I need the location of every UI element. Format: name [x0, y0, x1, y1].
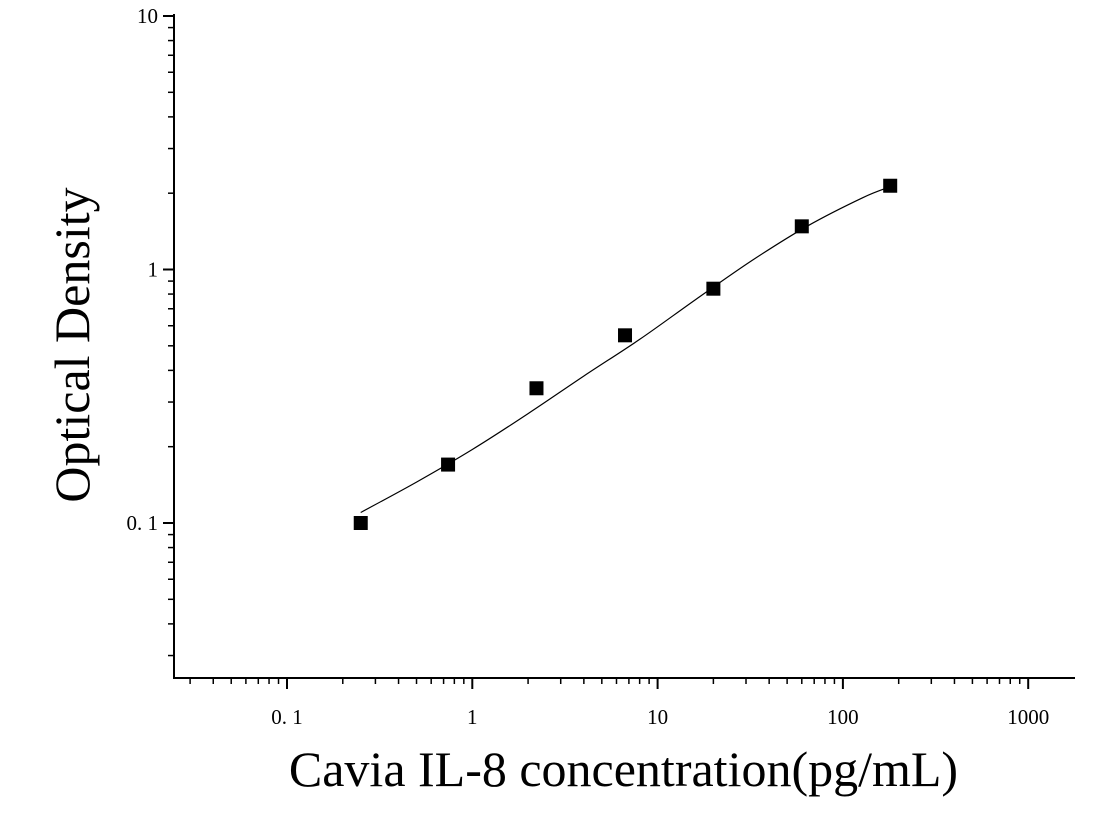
y-tick-label: 1	[148, 258, 159, 282]
x-tick-label: 10	[647, 705, 668, 729]
x-tick-label: 0. 1	[271, 705, 303, 729]
y-tick-label: 0. 1	[127, 511, 159, 535]
data-point	[883, 178, 898, 193]
data-point	[529, 381, 544, 396]
data-point	[706, 281, 721, 296]
axes	[173, 14, 1075, 679]
ticks	[163, 15, 1030, 689]
x-tick-label: 1	[467, 705, 478, 729]
data-points	[353, 178, 898, 530]
y-tick-label: 10	[137, 4, 158, 28]
data-point	[441, 457, 456, 472]
x-axis-label: Cavia IL-8 concentration(pg/mL)	[288, 741, 959, 797]
x-tick-label: 100	[827, 705, 859, 729]
tick-labels: 0. 1 1 10 100 1000 0. 1 1 10	[127, 4, 1050, 729]
data-point	[353, 516, 368, 530]
x-tick-label: 1000	[1007, 705, 1049, 729]
fit-curve	[360, 186, 891, 514]
fit-curve-group	[360, 186, 891, 514]
y-axis-label: Optical Density	[44, 187, 100, 503]
data-point	[618, 328, 633, 343]
data-point	[794, 219, 809, 234]
